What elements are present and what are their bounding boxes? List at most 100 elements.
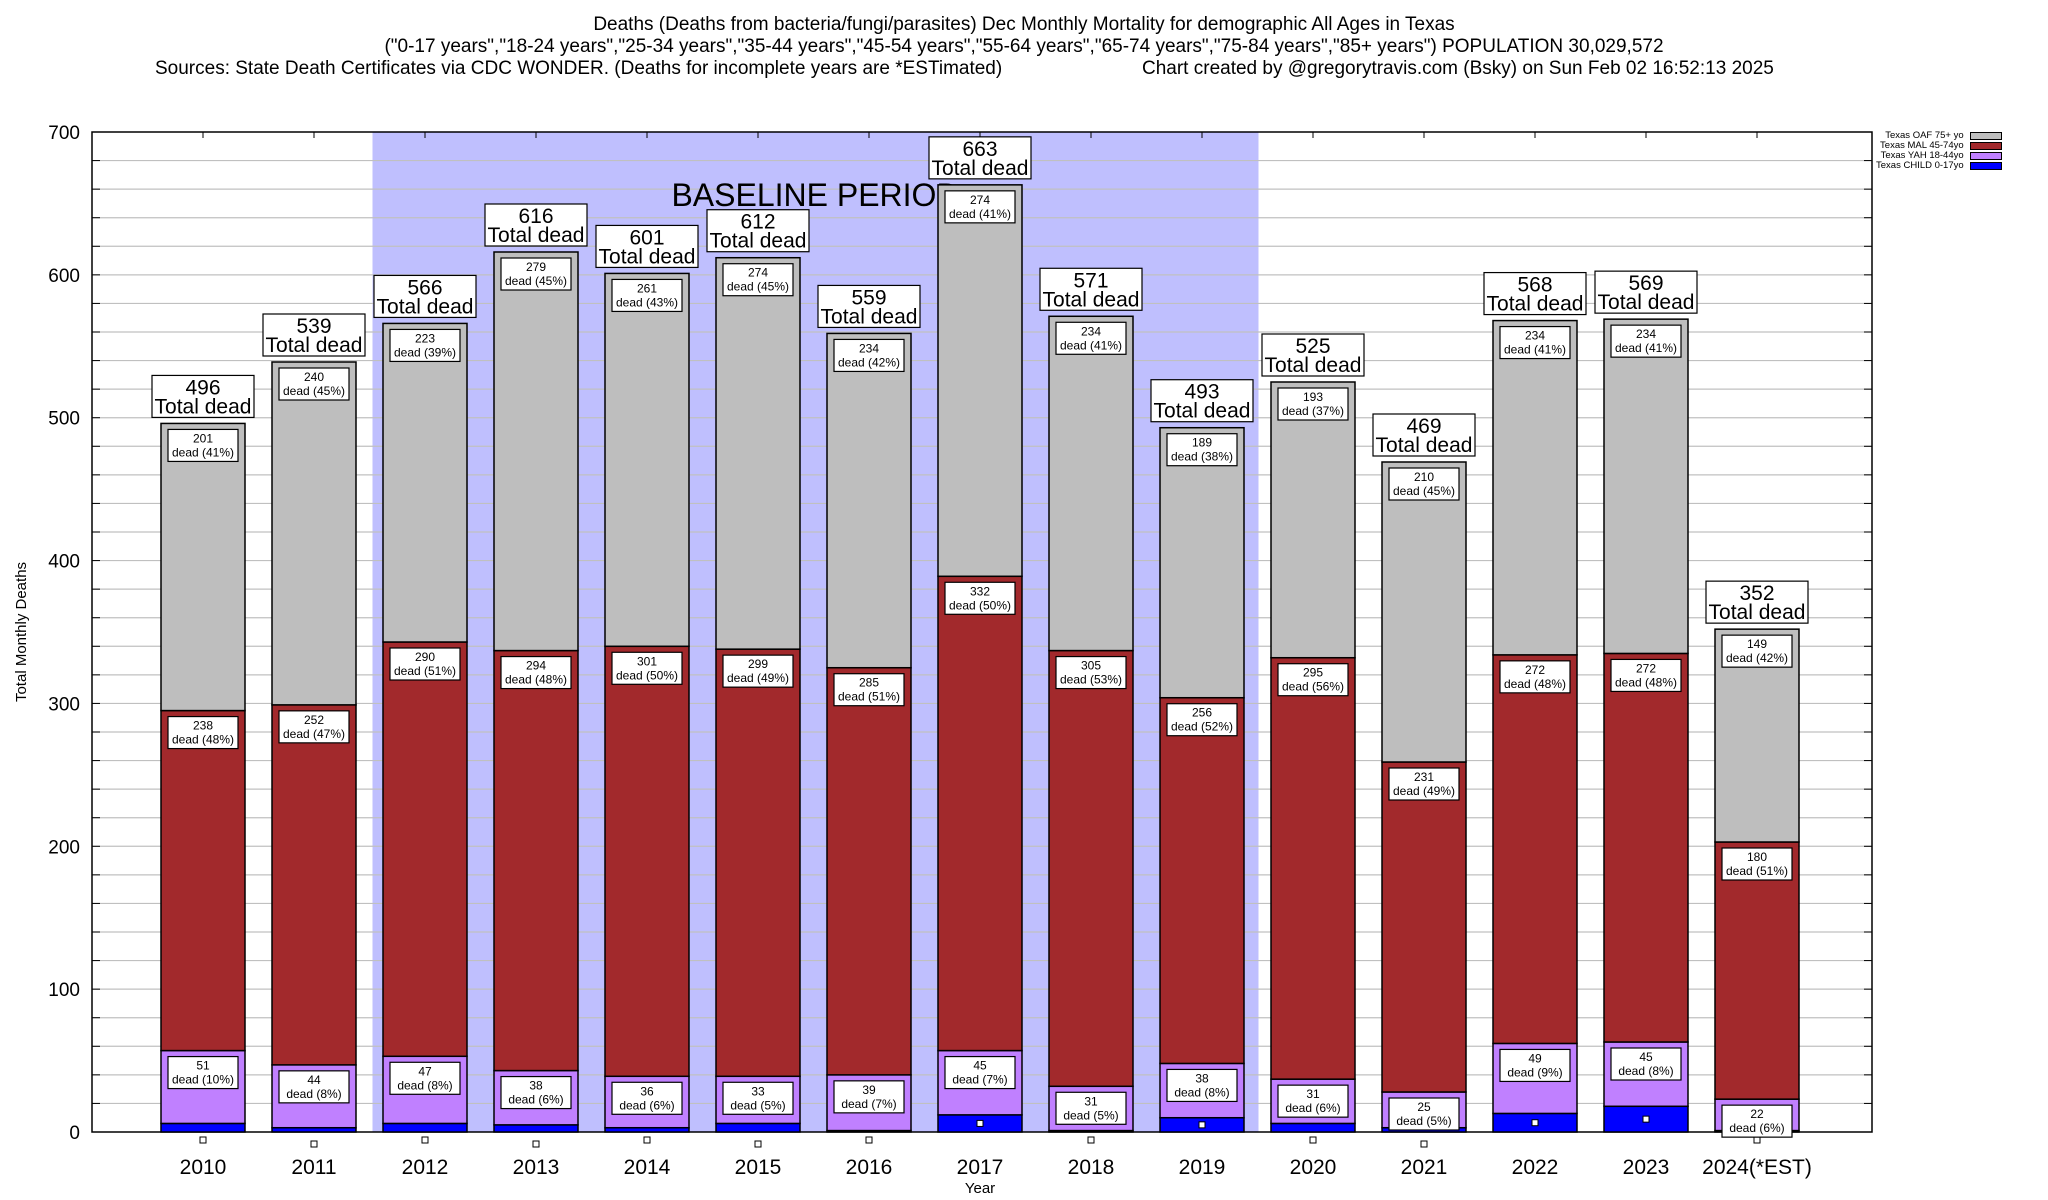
legend-swatch [1969, 162, 2002, 170]
segment-pct-label: dead (5%) [1063, 1108, 1118, 1122]
total-suffix-label: Total dead [1265, 354, 1362, 377]
segment-pct-label: dead (5%) [730, 1098, 785, 1112]
segment-label-box [722, 263, 794, 297]
child-marker [754, 1140, 762, 1148]
segment-pct-label: dead (41%) [1504, 343, 1566, 357]
y-tick-label: 500 [48, 409, 80, 430]
total-label-box [1594, 270, 1698, 314]
segment-pct-label: dead (48%) [505, 673, 567, 687]
total-label-box [1483, 271, 1587, 316]
segment-label-box [278, 367, 350, 401]
total-value-label: 496 [185, 376, 220, 399]
segment-label-box [611, 651, 683, 685]
segment-pct-label: dead (52%) [1171, 720, 1233, 734]
segment-label-box [833, 1080, 905, 1114]
y-tick-label: 300 [48, 694, 80, 715]
segment-label-box [1277, 1084, 1349, 1118]
title-line-2: ("0-17 years","18-24 years","25-34 years… [384, 36, 1664, 57]
child-marker [1753, 1136, 1761, 1144]
bar-segment-mal [1381, 761, 1467, 1093]
segment-label-box [1166, 1068, 1238, 1103]
bar-segment-oaf [604, 272, 690, 648]
bar-segment-child [160, 1122, 246, 1133]
segment-pct-label: dead (6%) [619, 1098, 674, 1112]
segment-value-label: 238 [193, 719, 213, 733]
segment-pct-label: dead (7%) [841, 1097, 896, 1111]
child-marker [1642, 1115, 1650, 1123]
segment-value-label: 33 [751, 1084, 765, 1098]
x-tick-label: 2015 [735, 1156, 782, 1179]
child-marker [199, 1136, 207, 1144]
total-label-box [484, 203, 588, 247]
total-suffix-label: Total dead [821, 305, 918, 328]
child-marker [1309, 1136, 1317, 1144]
total-label-box [151, 374, 255, 419]
segment-value-label: 223 [415, 331, 435, 345]
segment-pct-label: dead (48%) [172, 733, 234, 747]
bar-segment-oaf [493, 251, 579, 652]
segment-label-box [278, 1070, 350, 1104]
bar-segment-mal [1159, 696, 1245, 1065]
y-tick-label: 600 [48, 266, 80, 287]
segment-pct-label: dead (51%) [838, 690, 900, 704]
segment-pct-label: dead (56%) [1282, 680, 1344, 694]
segment-value-label: 234 [1525, 329, 1545, 343]
bar-segment-mal [1603, 652, 1689, 1043]
segment-pct-label: dead (51%) [394, 664, 456, 678]
segment-pct-label: dead (42%) [1726, 651, 1788, 665]
total-value-label: 559 [851, 286, 886, 309]
bar-segment-mal [271, 704, 357, 1066]
segment-pct-label: dead (45%) [505, 274, 567, 288]
segment-value-label: 290 [415, 650, 435, 664]
total-value-label: 571 [1073, 269, 1108, 292]
segment-value-label: 285 [859, 676, 879, 690]
segment-pct-label: dead (45%) [727, 280, 789, 294]
segment-label-box [1277, 663, 1349, 697]
segment-label-box [1055, 1091, 1127, 1125]
x-tick-label: 2023 [1623, 1156, 1670, 1179]
segment-label-box [167, 1055, 239, 1090]
bar-segment-oaf [1492, 319, 1578, 656]
legend-swatch [1969, 132, 2002, 140]
segment-pct-label: dead (43%) [616, 295, 678, 309]
legend-item-yah: Texas YAH 18-44yo [1876, 151, 2002, 161]
segment-label-box [1721, 1104, 1793, 1138]
y-tick-label: 400 [48, 552, 80, 573]
total-label-box [595, 224, 699, 269]
x-tick-label: 2019 [1179, 1156, 1226, 1179]
bar-segment-child [715, 1122, 801, 1133]
legend-label: Texas CHILD 0-17yo [1876, 160, 1964, 171]
total-suffix-label: Total dead [710, 230, 807, 253]
bar-segment-mal [937, 575, 1023, 1052]
segment-pct-label: dead (45%) [283, 384, 345, 398]
segment-pct-label: dead (48%) [1615, 675, 1677, 689]
segment-label-box [1721, 634, 1793, 668]
total-label-box [817, 284, 921, 329]
segment-label-box [1055, 321, 1127, 355]
segment-value-label: 274 [748, 266, 768, 280]
segment-value-label: 272 [1525, 663, 1545, 677]
total-value-label: 539 [296, 315, 331, 338]
segment-label-box [1499, 1048, 1571, 1083]
segment-value-label: 332 [970, 584, 990, 598]
segment-pct-label: dead (10%) [172, 1073, 234, 1087]
segment-label-box [611, 278, 683, 313]
segment-label-box [1166, 703, 1238, 737]
total-suffix-label: Total dead [1709, 601, 1806, 624]
bar-segment-mal [604, 645, 690, 1078]
legend-item-oaf: Texas OAF 75+ yo [1876, 131, 2002, 141]
total-label-box [1372, 413, 1476, 457]
total-suffix-label: Total dead [1487, 293, 1584, 316]
segment-value-label: 299 [748, 657, 768, 671]
segment-value-label: 38 [529, 1079, 543, 1093]
segment-pct-label: dead (41%) [172, 445, 234, 459]
segment-value-label: 193 [1303, 390, 1323, 404]
segment-label-box [833, 673, 905, 707]
segment-value-label: 261 [637, 281, 657, 295]
total-value-label: 663 [962, 138, 997, 161]
bar-segment-child [493, 1124, 579, 1133]
segment-value-label: 294 [526, 659, 546, 673]
total-label-box [373, 274, 477, 319]
legend-swatch [1969, 142, 2002, 150]
segment-value-label: 51 [196, 1059, 210, 1073]
